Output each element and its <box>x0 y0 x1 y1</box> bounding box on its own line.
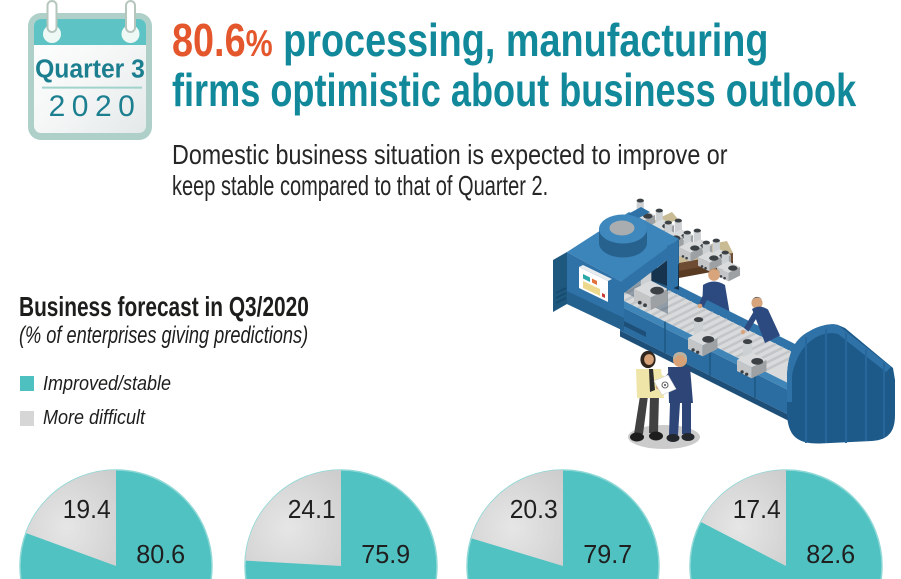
svg-text:82.6: 82.6 <box>806 539 855 569</box>
svg-text:19.4: 19.4 <box>63 494 111 524</box>
svg-text:17.4: 17.4 <box>733 494 781 524</box>
svg-text:24.1: 24.1 <box>288 494 336 524</box>
svg-text:Quarter 3: Quarter 3 <box>35 55 145 84</box>
svg-text:80.6: 80.6 <box>136 539 185 569</box>
svg-text:20.3: 20.3 <box>510 494 558 524</box>
svg-text:79.7: 79.7 <box>583 539 632 569</box>
svg-text:75.9: 75.9 <box>361 539 410 569</box>
svg-text:2020: 2020 <box>49 90 142 123</box>
